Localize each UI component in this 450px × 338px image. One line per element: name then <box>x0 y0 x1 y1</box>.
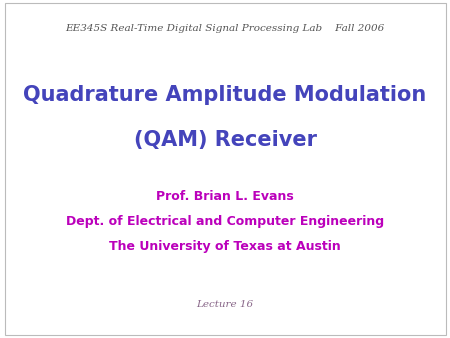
Text: Lecture 16: Lecture 16 <box>197 300 253 309</box>
Text: The University of Texas at Austin: The University of Texas at Austin <box>109 240 341 253</box>
Text: Dept. of Electrical and Computer Engineering: Dept. of Electrical and Computer Enginee… <box>66 215 384 228</box>
Text: EE345S Real-Time Digital Signal Processing Lab    Fall 2006: EE345S Real-Time Digital Signal Processi… <box>65 24 385 33</box>
Text: Quadrature Amplitude Modulation: Quadrature Amplitude Modulation <box>23 84 427 105</box>
Text: Prof. Brian L. Evans: Prof. Brian L. Evans <box>156 190 294 202</box>
Text: (QAM) Receiver: (QAM) Receiver <box>134 130 316 150</box>
